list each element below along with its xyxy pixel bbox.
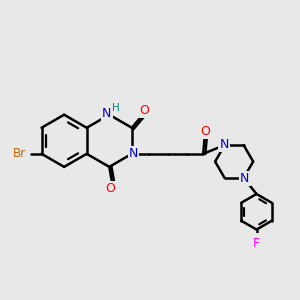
Text: F: F xyxy=(253,237,260,250)
Text: N: N xyxy=(219,138,229,151)
Text: N: N xyxy=(102,107,112,120)
Text: H: H xyxy=(112,103,120,113)
Text: Br: Br xyxy=(13,147,26,160)
Text: N: N xyxy=(240,172,250,185)
Text: O: O xyxy=(200,125,210,138)
Text: O: O xyxy=(106,182,116,195)
Text: N: N xyxy=(129,147,138,160)
Text: O: O xyxy=(139,104,149,117)
